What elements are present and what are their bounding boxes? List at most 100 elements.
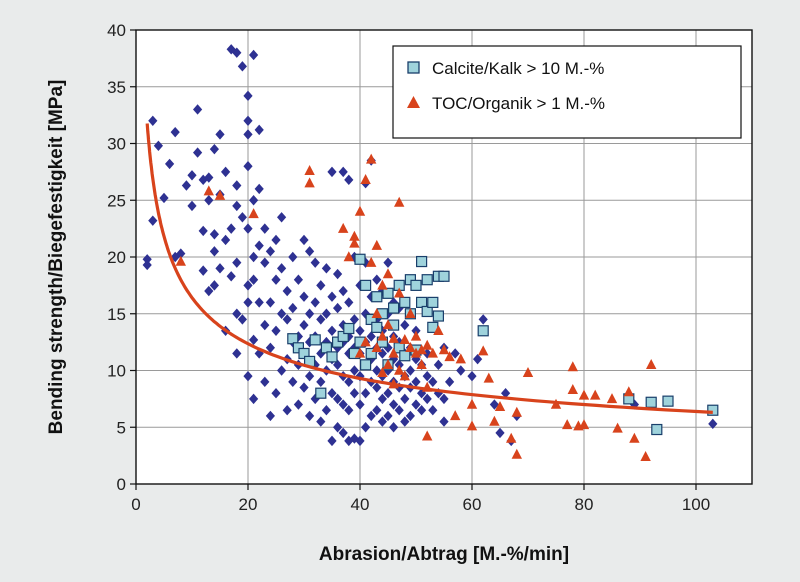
data-point-calcite <box>399 350 411 362</box>
data-point-toc <box>416 359 427 370</box>
data-point-all-samples <box>249 334 259 346</box>
data-point-toc <box>371 307 382 318</box>
x-tick-label: 0 <box>131 495 140 514</box>
data-point-all-samples <box>282 314 292 325</box>
data-point-all-samples <box>377 416 387 427</box>
data-point-toc <box>354 205 366 216</box>
data-point-toc <box>203 185 214 196</box>
data-point-toc <box>410 330 422 341</box>
data-point-all-samples <box>344 297 354 308</box>
data-point-all-samples <box>433 359 443 371</box>
data-point-all-samples <box>209 143 219 155</box>
data-point-all-samples <box>148 215 158 226</box>
data-point-all-samples <box>265 246 275 257</box>
x-axis-ticks: 0 20 40 60 80 100 <box>131 484 710 514</box>
data-point-all-samples <box>344 348 354 359</box>
data-point-all-samples <box>501 388 511 399</box>
data-point-all-samples <box>321 336 331 348</box>
data-point-all-samples <box>310 297 320 308</box>
y-tick-label: 20 <box>107 248 126 267</box>
data-point-all-samples <box>198 225 208 237</box>
data-point-all-samples <box>277 263 287 274</box>
data-point-toc <box>489 415 500 426</box>
data-point-toc <box>360 336 371 347</box>
data-point-all-samples <box>237 61 247 72</box>
data-point-all-samples <box>349 251 359 263</box>
data-point-all-samples <box>338 399 348 410</box>
data-point-calcite <box>326 351 338 363</box>
data-point-toc <box>175 255 186 266</box>
data-point-all-samples <box>400 319 410 331</box>
legend-toc-marker <box>407 96 420 108</box>
data-point-toc <box>522 366 534 377</box>
data-point-toc <box>466 398 478 409</box>
data-point-toc <box>422 339 433 350</box>
y-tick-label: 40 <box>107 21 126 40</box>
data-point-calcite <box>309 334 321 346</box>
data-point-all-samples <box>400 393 410 405</box>
data-point-calcite <box>662 395 674 407</box>
data-point-toc <box>422 430 433 441</box>
data-point-all-samples <box>417 388 427 399</box>
legend-box <box>392 45 742 139</box>
data-point-calcite <box>371 321 383 333</box>
data-point-toc <box>248 208 259 219</box>
data-point-all-samples <box>288 302 298 314</box>
data-point-all-samples <box>232 348 242 359</box>
data-point-toc <box>338 222 349 233</box>
data-point-calcite <box>315 387 327 399</box>
data-point-toc <box>416 344 427 355</box>
data-point-all-samples <box>209 280 219 291</box>
data-point-all-samples <box>428 376 438 388</box>
y-tick-label: 10 <box>107 362 126 381</box>
data-point-all-samples <box>305 370 315 382</box>
data-point-toc <box>567 361 578 372</box>
y-axis-title: Bending strength/Biegefestigkeit [MPa] <box>46 80 67 435</box>
data-point-calcite <box>365 347 377 360</box>
data-point-all-samples <box>355 435 365 447</box>
data-point-all-samples <box>254 240 264 251</box>
data-point-all-samples <box>417 405 427 416</box>
data-point-calcite <box>416 296 428 308</box>
data-point-all-samples <box>265 297 275 308</box>
data-point-all-samples <box>260 257 270 268</box>
data-point-calcite <box>432 310 444 322</box>
data-point-calcite <box>421 274 433 286</box>
data-point-all-samples <box>327 388 337 399</box>
data-point-toc <box>394 287 405 298</box>
data-point-toc <box>354 347 366 358</box>
data-point-calcite <box>287 333 299 345</box>
data-point-all-samples <box>271 388 281 399</box>
data-point-all-samples <box>383 410 393 422</box>
data-point-all-samples <box>305 336 315 348</box>
data-point-all-samples <box>495 427 505 439</box>
data-point-all-samples <box>265 410 275 422</box>
data-point-all-samples <box>215 129 225 140</box>
data-point-all-samples <box>321 263 331 274</box>
y-tick-label: 35 <box>107 78 126 97</box>
data-point-all-samples <box>193 104 203 115</box>
data-point-all-samples <box>277 365 287 376</box>
data-point-all-samples <box>327 435 337 447</box>
data-point-toc <box>304 177 315 188</box>
data-point-all-samples <box>333 342 343 353</box>
data-point-all-samples <box>176 248 186 259</box>
data-point-calcite <box>360 359 372 371</box>
data-point-toc <box>466 420 478 431</box>
data-point-all-samples <box>277 308 287 319</box>
data-point-all-samples <box>243 90 253 102</box>
data-point-all-samples <box>187 170 197 181</box>
data-point-all-samples <box>389 297 399 308</box>
data-point-toc <box>405 307 416 318</box>
data-point-all-samples <box>282 405 292 416</box>
data-point-all-samples <box>243 115 253 126</box>
data-point-all-samples <box>478 314 488 325</box>
y-axis-ticks: 0 5 10 15 20 25 30 35 40 <box>107 21 136 494</box>
x-axis-title: Abrasion/Abtrag [M.-%/min] <box>319 544 569 565</box>
data-point-all-samples <box>148 115 158 126</box>
data-point-calcite <box>410 279 422 291</box>
data-point-all-samples <box>316 376 326 388</box>
data-point-all-samples <box>333 422 343 433</box>
data-point-calcite <box>343 322 355 335</box>
